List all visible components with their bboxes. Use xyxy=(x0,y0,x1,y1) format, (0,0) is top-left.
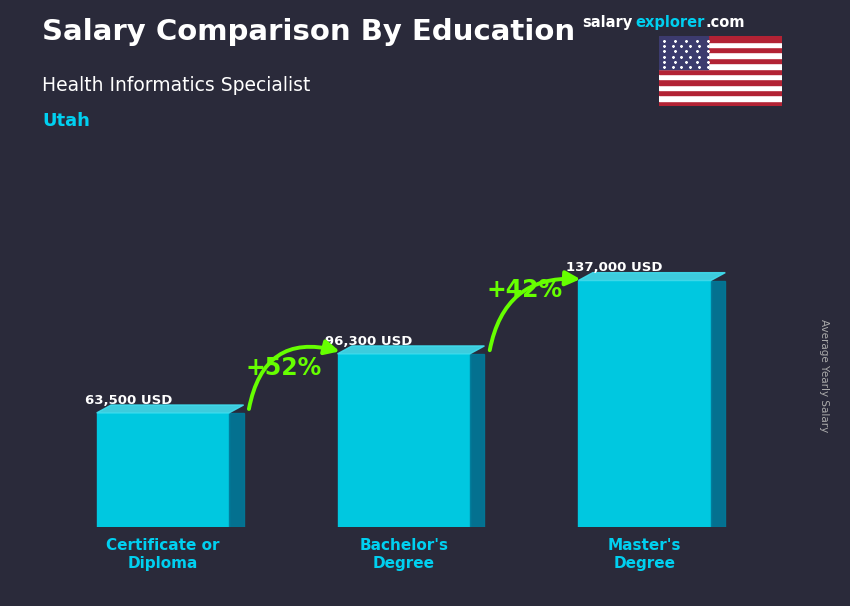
Bar xyxy=(659,42,782,47)
Text: 96,300 USD: 96,300 USD xyxy=(326,335,413,347)
Text: Salary Comparison By Education: Salary Comparison By Education xyxy=(42,18,575,46)
Bar xyxy=(659,101,782,106)
Polygon shape xyxy=(97,405,244,413)
Bar xyxy=(659,63,782,68)
Bar xyxy=(659,58,782,63)
Text: 63,500 USD: 63,500 USD xyxy=(85,393,172,407)
Text: explorer: explorer xyxy=(635,15,705,30)
Text: Utah: Utah xyxy=(42,112,90,130)
Polygon shape xyxy=(578,273,725,281)
Bar xyxy=(659,53,782,58)
Bar xyxy=(659,68,782,74)
Bar xyxy=(659,47,782,53)
Bar xyxy=(97,413,230,527)
Text: 137,000 USD: 137,000 USD xyxy=(566,261,663,275)
Polygon shape xyxy=(711,281,725,527)
Text: Average Yearly Salary: Average Yearly Salary xyxy=(819,319,829,432)
Text: +42%: +42% xyxy=(486,278,562,302)
Bar xyxy=(659,85,782,90)
Polygon shape xyxy=(230,413,244,527)
Bar xyxy=(659,79,782,85)
Bar xyxy=(659,90,782,95)
Polygon shape xyxy=(337,346,484,354)
Bar xyxy=(659,74,782,79)
Text: +52%: +52% xyxy=(245,356,321,380)
Bar xyxy=(659,95,782,101)
Text: Health Informatics Specialist: Health Informatics Specialist xyxy=(42,76,311,95)
Bar xyxy=(659,36,782,42)
Polygon shape xyxy=(470,354,484,527)
Bar xyxy=(337,354,470,527)
Text: .com: .com xyxy=(706,15,745,30)
Text: salary: salary xyxy=(582,15,632,30)
Bar xyxy=(578,281,711,527)
